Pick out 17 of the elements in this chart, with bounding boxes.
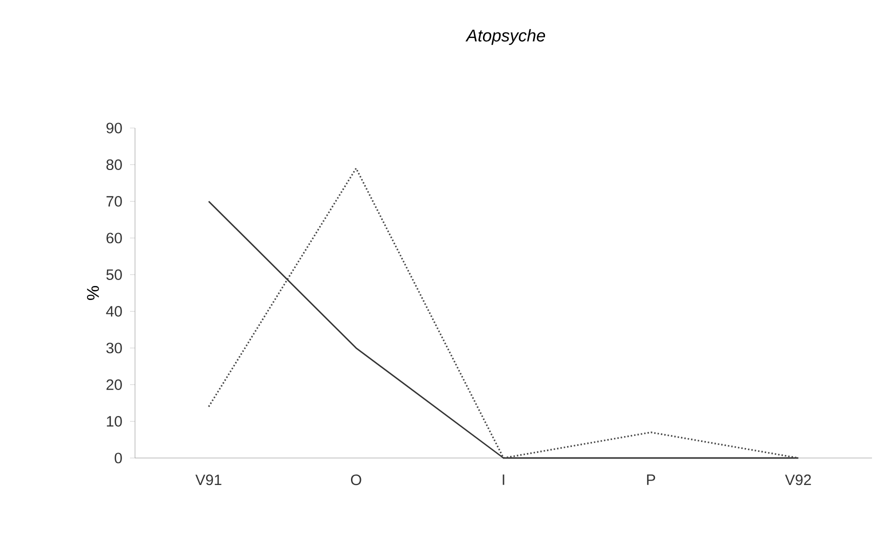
x-tick-label: I xyxy=(502,474,504,485)
y-tick-label: 90 xyxy=(106,122,122,134)
y-tick-label: 60 xyxy=(106,232,122,244)
chart-title: Atopsyche xyxy=(465,29,546,45)
y-tick-label: 80 xyxy=(106,159,122,170)
x-tick-label: V92 xyxy=(785,474,811,486)
x-tick-label: O xyxy=(350,474,362,486)
y-axis-title: % xyxy=(87,286,99,300)
y-tick-label: 0 xyxy=(114,452,122,464)
y-tick-label: 70 xyxy=(106,196,122,207)
x-tick-label: V91 xyxy=(195,474,222,486)
x-tick-label: P xyxy=(647,474,656,485)
y-tick-label: 40 xyxy=(106,306,122,317)
y-tick-label: 10 xyxy=(106,416,122,427)
y-tick-label: 30 xyxy=(106,342,122,354)
y-tick-label: 50 xyxy=(106,269,122,280)
y-tick-label: 20 xyxy=(106,379,122,390)
